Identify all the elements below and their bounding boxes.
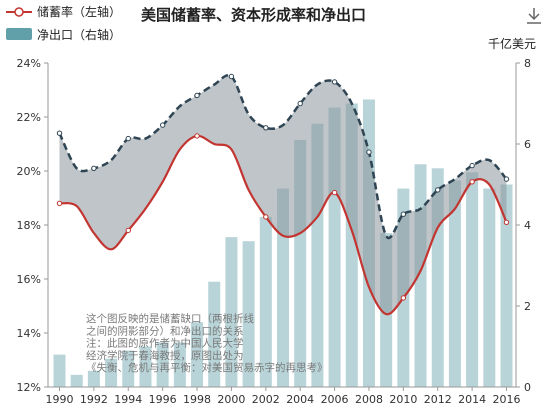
legend-label-netexport: 净出口（右轴） <box>37 27 121 42</box>
right-axis-unit: 千亿美元 <box>488 36 536 51</box>
dashed-point-1992[interactable] <box>91 165 97 172</box>
saving-point-1994[interactable] <box>125 227 131 234</box>
bar-2016[interactable] <box>500 184 513 388</box>
x-tick: 1994 <box>114 393 142 406</box>
bar-2001[interactable] <box>242 241 255 387</box>
dashed-point-1996[interactable] <box>159 122 166 128</box>
bar-1994[interactable] <box>122 350 135 387</box>
saving-point-2002[interactable] <box>263 214 269 220</box>
annotation-line: 《失衡、危机与再平衡：对美国贸易赤字的再思考》 <box>86 361 328 374</box>
x-tick: 1992 <box>80 393 108 406</box>
saving-point-2014[interactable] <box>469 179 475 185</box>
saving-point-1998[interactable] <box>194 133 200 139</box>
x-tick: 2016 <box>493 393 521 406</box>
annotation-text: 这个图反映的是储蓄缺口（两根折线之间的阴影部分）和净出口的关系注：此图的原作者为… <box>86 312 328 374</box>
x-tick: 2000 <box>217 393 245 406</box>
bar-2015[interactable] <box>483 188 496 387</box>
legend-item-netexport[interactable]: 净出口（右轴） <box>6 27 121 42</box>
dashed-point-1998[interactable] <box>194 92 200 99</box>
annotation-line: 之间的阴影部分）和净出口的关系 <box>86 324 244 337</box>
x-tick: 1996 <box>149 393 177 406</box>
legend-label-saving: 储蓄率（左轴） <box>37 4 121 19</box>
dashed-point-1990[interactable] <box>56 130 63 136</box>
x-tick: 2002 <box>252 393 280 406</box>
dashed-point-2008[interactable] <box>366 149 372 155</box>
x-tick: 2004 <box>286 393 314 406</box>
bar-1995[interactable] <box>139 346 152 388</box>
y-right-tick: 0 <box>524 381 531 394</box>
bar-2002[interactable] <box>259 216 272 387</box>
saving-line-series <box>59 134 508 316</box>
x-tick: 2012 <box>424 393 452 406</box>
dashed-point-2010[interactable] <box>400 211 407 217</box>
dashed-markers <box>56 73 510 217</box>
y-right-tick: 8 <box>524 57 531 70</box>
saving-point-2010[interactable] <box>400 295 407 301</box>
x-tick: 1990 <box>46 393 74 406</box>
legend-item-saving[interactable]: 储蓄率（左轴） <box>6 4 121 19</box>
annotation-line: 注：此图的原作者为中国人民大学 <box>86 337 244 350</box>
y-left-tick: 12% <box>17 381 41 394</box>
x-tick: 1998 <box>183 393 211 406</box>
bar-1996[interactable] <box>156 342 169 387</box>
axes: 12% 14% 16% 18% 20% 22% 24% 0 2 4 6 8 1990 1992 1994 19… <box>17 57 531 406</box>
y-right-tick: 2 <box>524 300 531 313</box>
dashed-point-2006[interactable] <box>331 79 338 85</box>
y-left-tick: 16% <box>17 273 41 286</box>
bar-1991[interactable] <box>70 374 83 387</box>
legend[interactable]: 储蓄率（左轴） 净出口（右轴） <box>6 4 121 42</box>
bar-2003[interactable] <box>277 188 289 387</box>
y-right-tick: 6 <box>524 138 531 151</box>
dashed-line-series <box>58 74 508 240</box>
bar-1992[interactable] <box>87 370 100 387</box>
y-left-tick: 14% <box>17 327 41 340</box>
download-icon[interactable] <box>527 8 541 24</box>
dashed-point-2014[interactable] <box>469 162 475 169</box>
saving-point-2006[interactable] <box>331 189 338 196</box>
saving-point-2016[interactable] <box>503 219 510 226</box>
x-tick: 2006 <box>321 393 349 406</box>
saving-markers <box>56 133 510 301</box>
bar-2013[interactable] <box>448 180 461 387</box>
bar-1998[interactable] <box>191 322 204 387</box>
bar-1997[interactable] <box>173 342 186 387</box>
dashed-point-2016[interactable] <box>503 176 510 182</box>
x-tick: 2014 <box>458 393 486 406</box>
x-tick: 2010 <box>389 393 417 406</box>
bar-1999[interactable] <box>208 281 221 387</box>
dashed-point-2012[interactable] <box>435 187 441 193</box>
y-left-tick: 18% <box>17 219 41 232</box>
y-left-tick: 22% <box>17 111 41 124</box>
bar-2014[interactable] <box>466 172 479 387</box>
saving-point-1990[interactable] <box>56 200 63 207</box>
y-right-tick: 4 <box>524 219 531 232</box>
saving-gap-area <box>59 75 507 315</box>
y-left-tick: 20% <box>17 165 41 178</box>
y-left-tick: 24% <box>17 57 41 70</box>
bar-1993[interactable] <box>105 358 118 387</box>
annotation-line: 这个图反映的是储蓄缺口（两根折线 <box>86 312 254 325</box>
dashed-point-1994[interactable] <box>125 135 131 142</box>
dashed-point-2002[interactable] <box>263 125 269 131</box>
bar-2000[interactable] <box>225 237 238 387</box>
bar-1990[interactable] <box>53 354 66 387</box>
annotation-line: 经济学院于春海教授，原图出处为 <box>86 349 244 362</box>
dashed-point-2000[interactable] <box>228 73 235 80</box>
chart-title: 美国储蓄率、资本形成率和净出口 <box>141 6 366 24</box>
dashed-point-2004[interactable] <box>297 100 303 107</box>
x-tick: 2008 <box>355 393 383 406</box>
